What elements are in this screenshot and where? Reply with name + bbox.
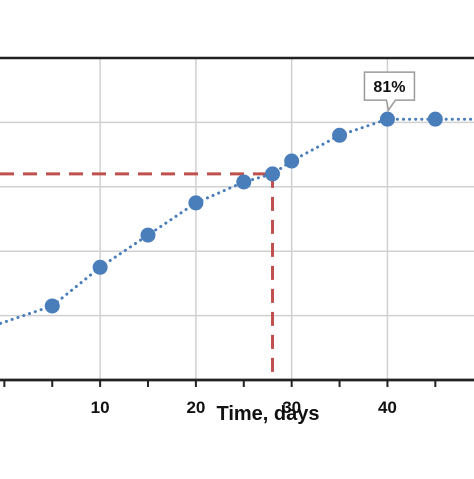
data-point (141, 228, 156, 243)
data-point (236, 174, 251, 189)
data-point (188, 195, 203, 210)
x-tick-label: 20 (186, 398, 205, 417)
data-point (265, 166, 280, 181)
x-tick-label: 40 (378, 398, 397, 417)
annotation-label: 81% (373, 79, 405, 96)
data-point (332, 128, 347, 143)
data-point (284, 154, 299, 169)
data-point (45, 298, 60, 313)
data-point (380, 112, 395, 127)
x-axis-title: Time, days (216, 403, 319, 425)
data-point (93, 260, 108, 275)
data-point (428, 112, 443, 127)
x-tick-label: 10 (91, 398, 110, 417)
